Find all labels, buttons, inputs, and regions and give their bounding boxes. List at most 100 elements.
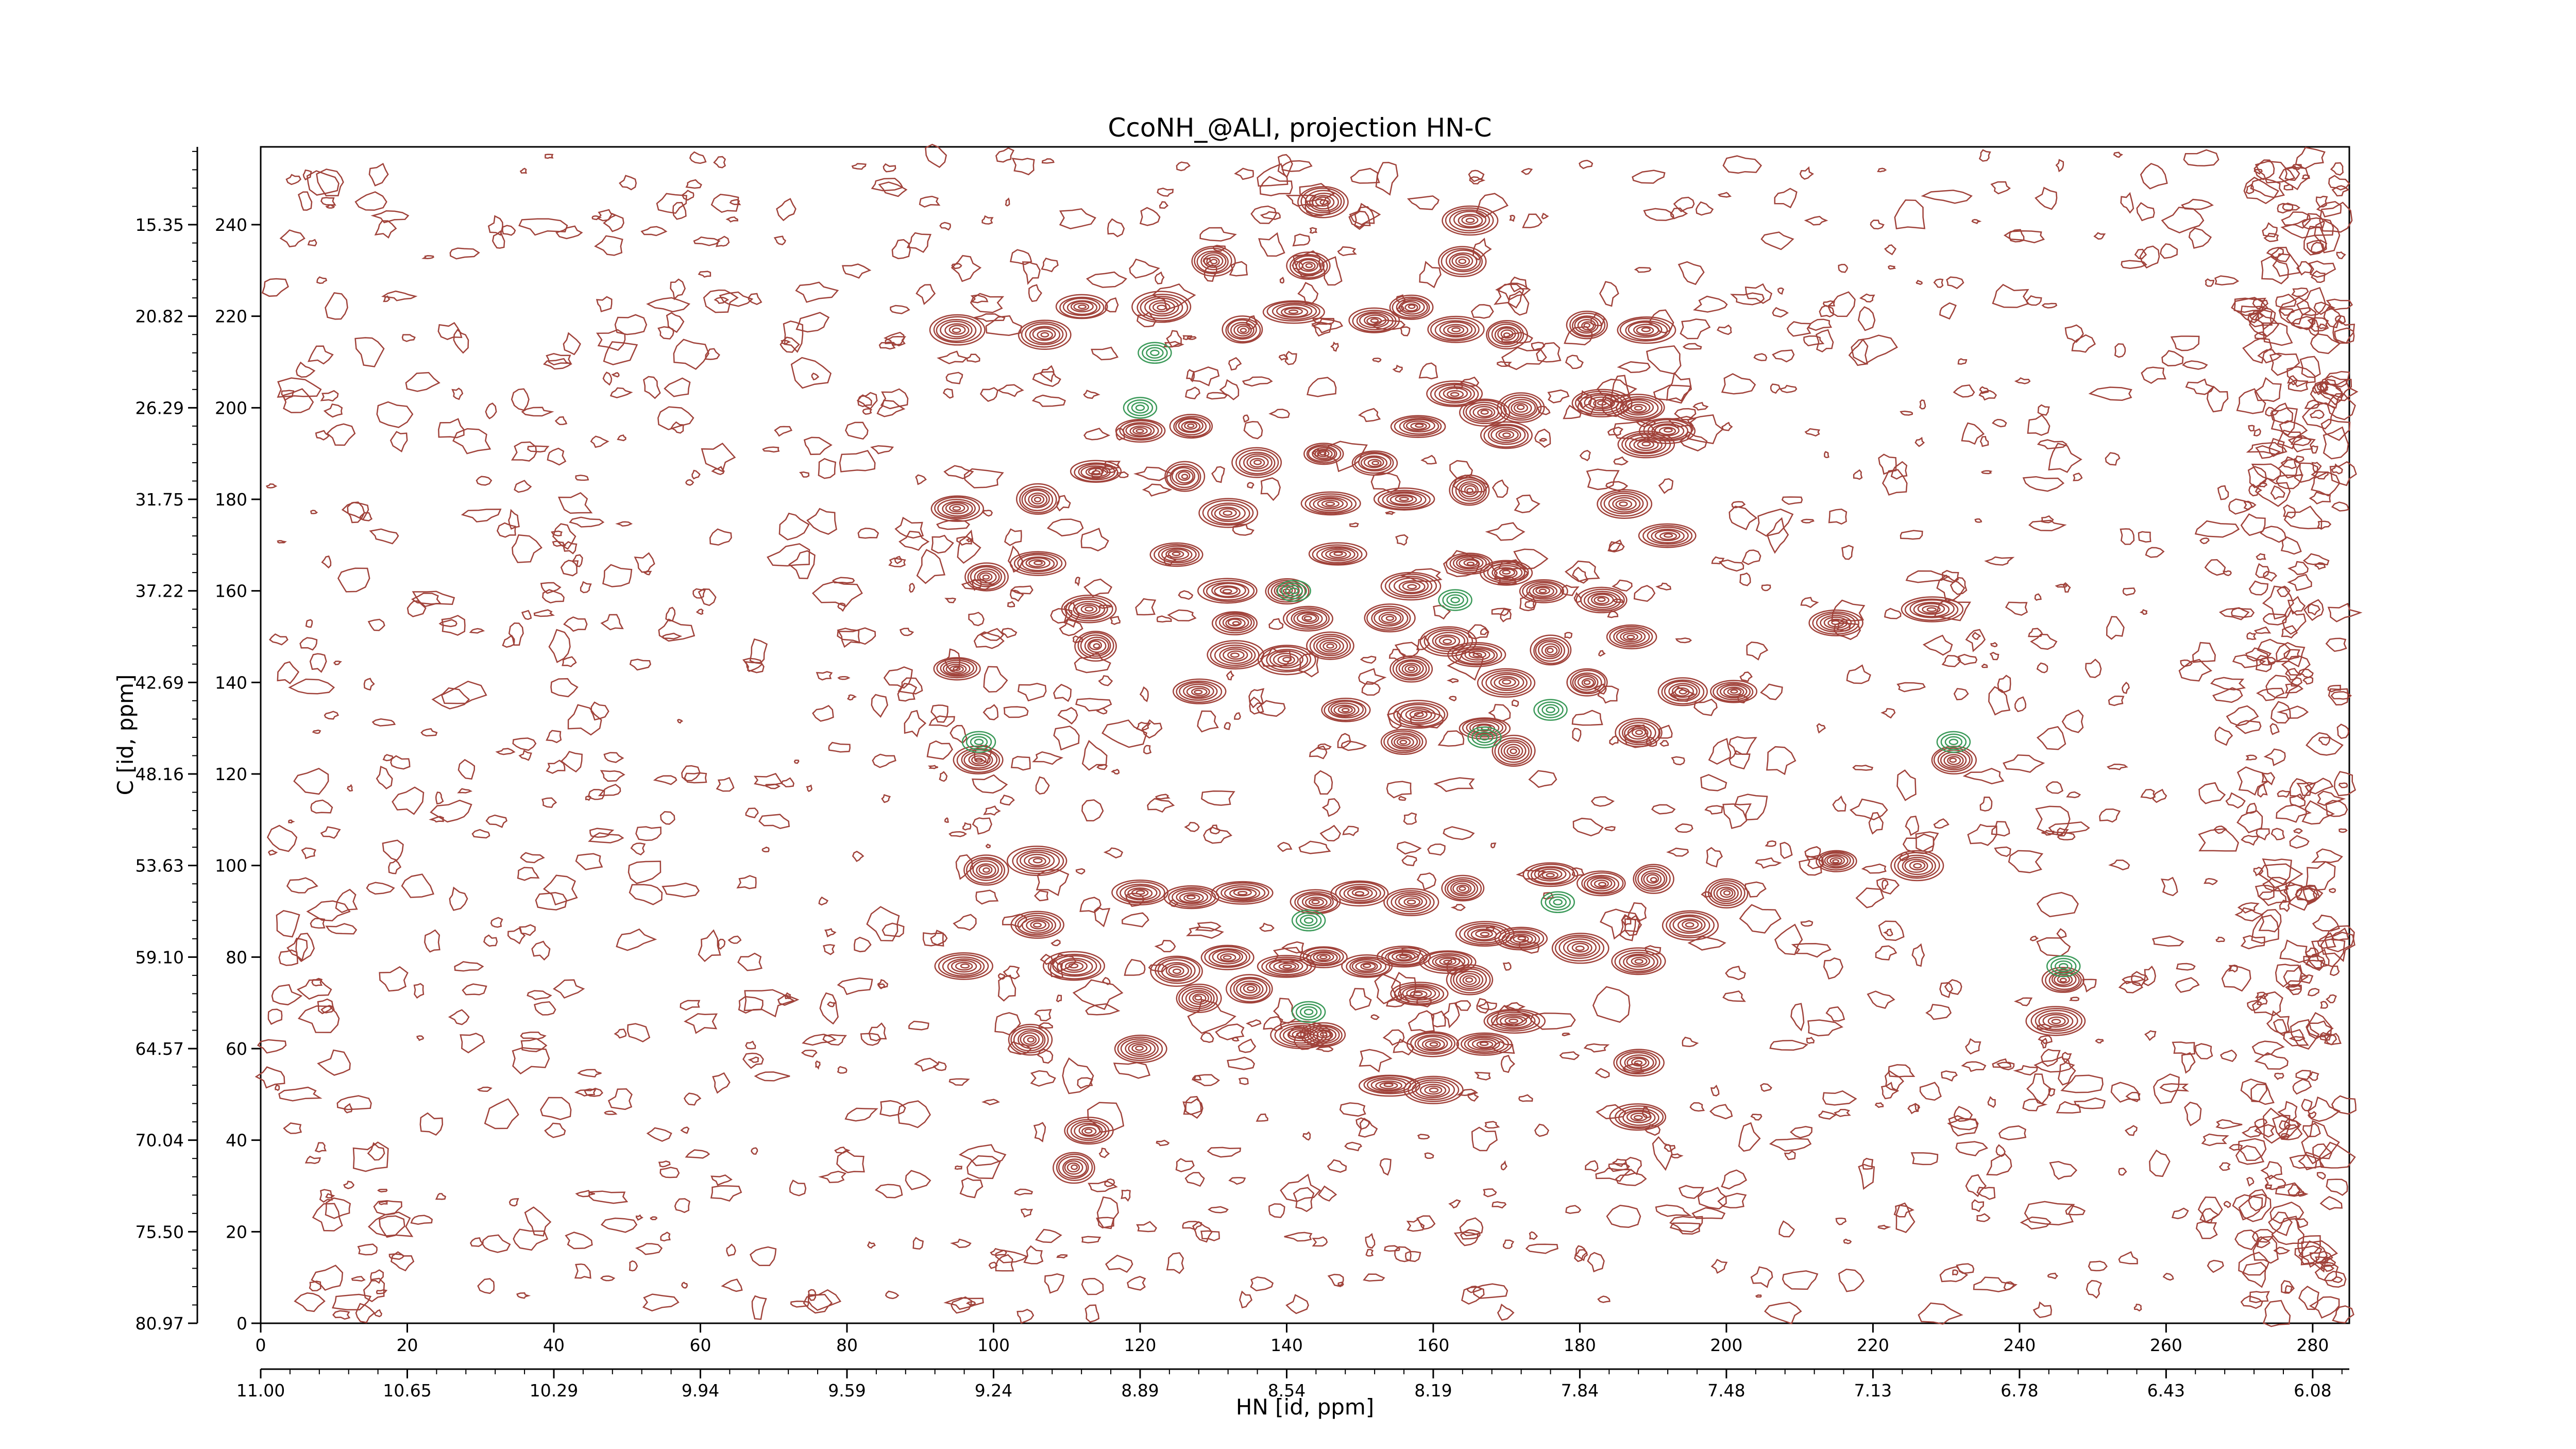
noise-contour — [2303, 226, 2327, 256]
noise-contour — [1774, 188, 1798, 209]
noise-contour — [1466, 1286, 1483, 1293]
peak-contour-level — [1452, 555, 1487, 571]
noise-contour — [2312, 914, 2341, 932]
noise-contour — [1085, 1003, 1121, 1016]
noise-contour — [1607, 610, 1619, 618]
noise-contour — [1256, 1113, 1268, 1122]
peak-contour-level — [1391, 734, 1418, 750]
peak-contour-level — [1024, 853, 1050, 868]
peak-contour-level — [949, 503, 965, 513]
noise-contour — [1877, 167, 1887, 173]
peak-contour-level — [1611, 947, 1666, 975]
noise-contour — [604, 1110, 618, 1115]
peak-contour-level — [1215, 612, 1255, 634]
noise-contour — [1559, 1051, 1580, 1060]
peak-contour-level — [1025, 557, 1050, 569]
noise-contour — [1658, 478, 1674, 494]
peak-contour-level — [1541, 871, 1559, 879]
peak-contour-level — [1387, 732, 1421, 752]
peak-contour-level — [1647, 421, 1689, 441]
noise-contour — [982, 704, 999, 720]
negative-contour-level — [1131, 402, 1149, 414]
peak-contour-level — [1498, 928, 1545, 949]
noise-contour — [1838, 1269, 1865, 1292]
peak — [1282, 605, 1333, 632]
peak-contour-level — [1204, 254, 1224, 268]
noise-contour — [600, 770, 625, 782]
peak-contour-level — [1383, 888, 1439, 916]
noise-contour — [1520, 168, 1533, 175]
peak-contour-level — [1129, 425, 1152, 437]
noise-contour — [665, 606, 676, 621]
noise-contour — [518, 218, 568, 236]
noise-contour — [2283, 504, 2296, 519]
peak-contour-level — [1319, 199, 1328, 205]
noise-contour — [1358, 408, 1381, 423]
noise-contour — [867, 1241, 876, 1249]
noise-contour — [1709, 1104, 1733, 1120]
noise-contour — [1407, 195, 1439, 210]
peak-contour-level — [1077, 632, 1114, 659]
noise-contour — [738, 996, 764, 1014]
noise-contour — [703, 289, 739, 313]
noise-contour — [1014, 1188, 1033, 1196]
peak-contour-level — [1635, 730, 1643, 735]
noise-contour — [1822, 300, 1836, 307]
noise-contour — [449, 886, 468, 911]
noise-contour — [1268, 618, 1284, 630]
noise-contour — [320, 390, 339, 402]
peak-contour-level — [1617, 430, 1675, 459]
noise-contour — [1281, 160, 1313, 172]
x-index-tick-label: 280 — [2296, 1335, 2329, 1355]
noise-contour — [1634, 267, 1652, 273]
noise-contour — [1215, 1023, 1245, 1041]
noise-contour — [2299, 356, 2321, 378]
noise-contour — [1003, 706, 1029, 718]
noise-contour — [662, 882, 700, 898]
noise-contour — [401, 334, 416, 342]
peak — [1438, 246, 1487, 277]
peak-contour-level — [1677, 918, 1703, 933]
negative-peak — [1277, 580, 1311, 602]
peak-contour-level — [1194, 247, 1232, 275]
noise-contour — [2236, 766, 2268, 796]
noise-contour — [1819, 305, 1835, 317]
noise-contour — [1755, 857, 1782, 869]
peak — [1150, 955, 1203, 987]
noise-contour — [368, 162, 389, 187]
peak-contour-level — [1491, 323, 1522, 345]
peak-contour-level — [1710, 882, 1742, 904]
peak-contour-level — [1010, 911, 1064, 939]
noise-contour — [1989, 651, 1999, 661]
noise-contour — [629, 659, 651, 671]
peak-contour-level — [1316, 1030, 1331, 1039]
peak-contour-level — [1716, 683, 1751, 700]
peak-contour-level — [1452, 968, 1487, 991]
noise-contour — [664, 377, 691, 397]
peak-contour-level — [1459, 398, 1511, 427]
peak-contour-level — [1502, 569, 1511, 575]
negative-contour-level — [1948, 738, 1959, 746]
noise-contour — [335, 888, 358, 914]
negative-contour-level — [1295, 912, 1322, 929]
noise-contour — [297, 191, 313, 211]
peak-contour-level — [1462, 975, 1477, 985]
peak-contour-level — [947, 958, 982, 975]
peak-contour-level — [1727, 688, 1742, 696]
y-ppm-tick-label: 75.50 — [135, 1222, 184, 1242]
peak-contour-level — [1505, 932, 1537, 946]
noise-contour — [1284, 350, 1297, 365]
noise-contour — [1469, 176, 1486, 184]
peak-contour-level — [1306, 949, 1341, 966]
noise-contour — [1011, 158, 1035, 176]
peak-contour-level — [2035, 1009, 2078, 1032]
peak-contour-level — [1061, 595, 1117, 624]
noise-contour — [2036, 891, 2079, 918]
noise-contour — [979, 387, 998, 402]
noise-contour — [1315, 1046, 1334, 1052]
noise-contour — [1185, 926, 1224, 939]
noise-contour — [962, 822, 972, 831]
peak — [1008, 1023, 1053, 1056]
noise-contour — [1574, 1245, 1588, 1262]
peak-contour-level — [1168, 966, 1184, 976]
